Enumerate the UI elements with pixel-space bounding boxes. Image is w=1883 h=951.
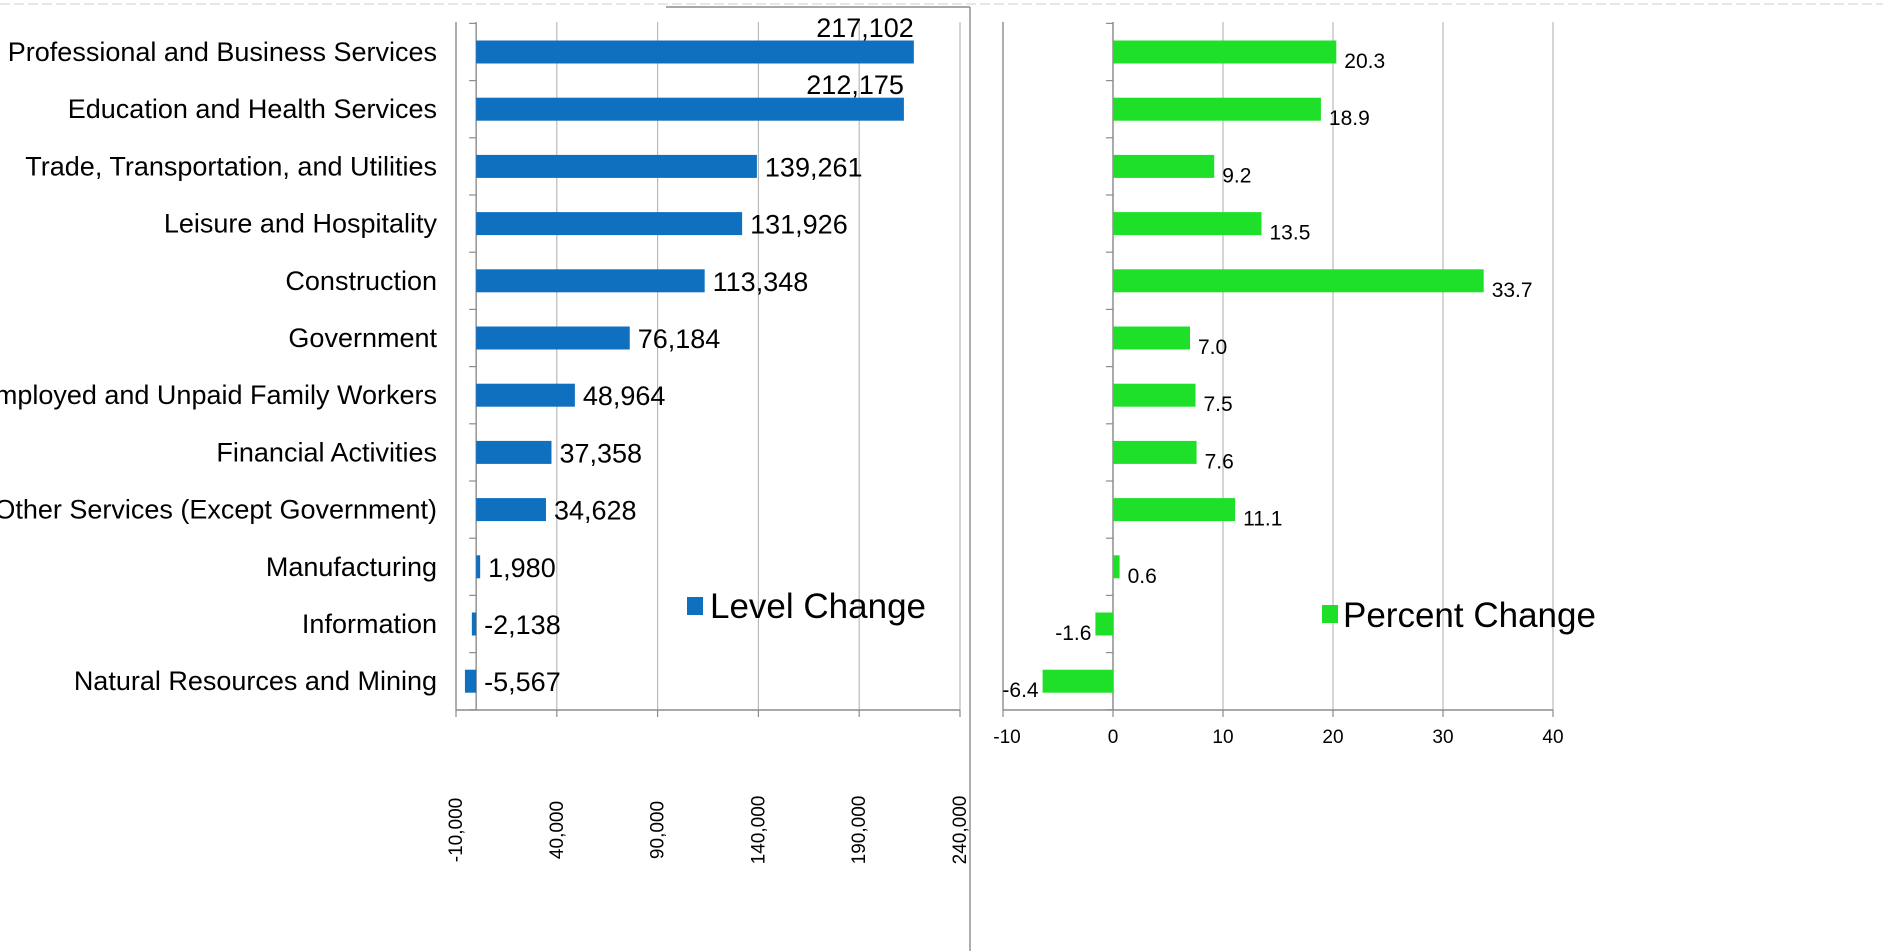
x-tick-label: 90,000	[648, 801, 669, 859]
percent-change-bar	[1113, 440, 1197, 464]
level-change-value-label: 48,964	[583, 381, 666, 411]
level-change-value-label: -5,567	[484, 667, 561, 697]
level-change-bar	[476, 326, 630, 350]
category-label: Leisure and Hospitality	[164, 209, 438, 239]
category-label: Education and Health Services	[68, 94, 437, 124]
percent-change-value-label: 9.2	[1222, 164, 1251, 187]
percent-change-bar	[1113, 154, 1215, 178]
level-change-value-label: 131,926	[750, 210, 848, 240]
percent-change-value-label: 13.5	[1270, 222, 1311, 245]
level-change-bar	[476, 97, 904, 121]
level-change-value-label: 139,261	[765, 152, 863, 182]
category-label: Self-Employed and Unpaid Family Workers	[0, 380, 437, 410]
x-tick-label: 190,000	[849, 796, 870, 865]
percent-change-bar	[1113, 40, 1337, 64]
level-change-bar	[471, 612, 477, 636]
x-tick-label: 40,000	[547, 801, 568, 859]
percent-change-bar	[1042, 669, 1113, 693]
percent-change-value-label: 7.5	[1204, 393, 1233, 416]
percent-change-bar	[1113, 326, 1190, 350]
category-label: Manufacturing	[266, 552, 437, 582]
legend-swatch	[1322, 605, 1338, 623]
percent-change-bar	[1113, 269, 1484, 293]
percent-change-panel: -10 0 10 20 30 40 20.3 18.9 9.2 13.5 33.7 7.0 7.5 7.6…	[993, 22, 1596, 748]
percent-change-value-label: -6.4	[1002, 679, 1039, 702]
category-label: Information	[302, 609, 437, 639]
percent-change-bar	[1095, 612, 1113, 636]
percent-change-value-label: 11.1	[1243, 508, 1282, 531]
category-label: Other Services (Except Government)	[0, 495, 437, 525]
x-tick-label: -10	[993, 727, 1020, 748]
percent-change-value-label: 7.0	[1198, 336, 1227, 359]
level-change-bar	[476, 212, 743, 236]
percent-change-bar	[1113, 383, 1196, 407]
category-label: Government	[288, 323, 437, 353]
percent-change-value-label: 7.6	[1205, 450, 1234, 473]
percent-change-bar	[1113, 555, 1120, 579]
level-change-panel: -10,000 40,000 90,000 140,000 190,000 240,000…	[0, 6, 971, 951]
level-change-bar	[476, 154, 757, 178]
percent-change-value-label: 18.9	[1329, 107, 1370, 130]
level-change-bar	[476, 498, 546, 522]
level-change-bar	[476, 555, 481, 579]
x-tick-label: 0	[1108, 727, 1119, 748]
percent-change-bar	[1113, 498, 1236, 522]
x-tick-label: 40	[1542, 727, 1563, 748]
level-change-bar	[476, 383, 575, 407]
legend-label: Level Change	[710, 587, 926, 626]
x-tick-label: 30	[1432, 727, 1453, 748]
category-label: Professional and Business Services	[8, 37, 437, 67]
percent-change-value-label: 20.3	[1344, 50, 1385, 73]
level-change-value-label: 217,102	[816, 13, 914, 43]
level-change-bar	[464, 669, 477, 693]
level-change-value-label: 212,175	[806, 70, 904, 100]
level-change-value-label: 34,628	[554, 496, 637, 526]
level-change-bar	[476, 440, 552, 464]
x-tick-label: 20	[1322, 727, 1343, 748]
level-change-value-label: -2,138	[484, 610, 561, 640]
category-label: Construction	[285, 266, 437, 296]
x-tick-label: 140,000	[748, 796, 769, 865]
x-tick-label: 10	[1212, 727, 1233, 748]
percent-change-value-label: 33.7	[1492, 279, 1533, 302]
percent-change-bar	[1113, 97, 1321, 121]
category-label: Natural Resources and Mining	[74, 666, 437, 696]
level-change-value-label: 113,348	[713, 267, 809, 297]
level-change-bar	[476, 40, 914, 64]
x-tick-label: -10,000	[446, 798, 467, 862]
level-change-value-label: 76,184	[638, 324, 721, 354]
legend-label: Percent Change	[1343, 596, 1596, 635]
x-tick-label: 240,000	[950, 796, 971, 865]
level-change-value-label: 1,980	[488, 553, 556, 583]
legend-swatch	[687, 597, 703, 615]
category-label: Trade, Transportation, and Utilities	[25, 151, 437, 181]
percent-change-value-label: 0.6	[1128, 565, 1157, 588]
percent-change-value-label: -1.6	[1055, 622, 1091, 645]
category-label: Financial Activities	[216, 437, 437, 467]
level-change-bar	[476, 269, 705, 293]
percent-change-bar	[1113, 212, 1262, 236]
level-change-value-label: 37,358	[559, 438, 642, 468]
